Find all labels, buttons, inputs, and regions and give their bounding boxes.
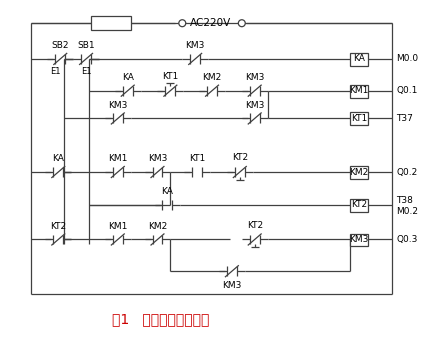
Text: 图1   继电器控制电路图: 图1 继电器控制电路图 bbox=[112, 312, 209, 326]
Text: KM3: KM3 bbox=[222, 281, 242, 290]
Text: SB1: SB1 bbox=[77, 41, 95, 50]
Circle shape bbox=[238, 20, 245, 27]
Text: M0.2: M0.2 bbox=[397, 207, 418, 216]
Text: KM2: KM2 bbox=[349, 168, 368, 177]
Text: Q0.1: Q0.1 bbox=[397, 86, 418, 95]
Text: KM1: KM1 bbox=[349, 86, 368, 95]
Text: KT2: KT2 bbox=[247, 221, 263, 230]
Text: KT2: KT2 bbox=[232, 153, 248, 162]
Bar bbox=[350, 199, 368, 212]
Text: KM3: KM3 bbox=[349, 235, 368, 244]
Text: KM3: KM3 bbox=[148, 154, 167, 163]
Text: KM1: KM1 bbox=[108, 221, 128, 230]
Text: KM3: KM3 bbox=[245, 73, 264, 82]
Text: Q0.2: Q0.2 bbox=[397, 168, 418, 177]
Text: KM3: KM3 bbox=[108, 101, 128, 110]
Text: KT1: KT1 bbox=[351, 114, 367, 123]
Text: KT2: KT2 bbox=[50, 221, 66, 230]
Text: T38: T38 bbox=[397, 196, 414, 205]
Text: Q0.3: Q0.3 bbox=[397, 235, 418, 244]
Text: KM2: KM2 bbox=[148, 221, 167, 230]
Text: M0.0: M0.0 bbox=[397, 54, 419, 64]
Text: KT1: KT1 bbox=[162, 72, 178, 81]
Text: KA: KA bbox=[53, 154, 64, 163]
Circle shape bbox=[179, 20, 186, 27]
Text: KA: KA bbox=[353, 54, 365, 64]
Bar bbox=[91, 16, 131, 30]
Text: KM1: KM1 bbox=[108, 154, 128, 163]
Text: KM3: KM3 bbox=[245, 101, 264, 110]
Text: SB2: SB2 bbox=[52, 41, 69, 50]
Text: E1: E1 bbox=[81, 67, 91, 76]
Text: KM2: KM2 bbox=[202, 73, 222, 82]
Text: KA: KA bbox=[161, 187, 173, 196]
Text: KA: KA bbox=[122, 73, 134, 82]
Text: AC220V: AC220V bbox=[189, 18, 231, 28]
Bar bbox=[350, 112, 368, 125]
Text: T37: T37 bbox=[397, 114, 414, 123]
Text: KT2: KT2 bbox=[351, 200, 367, 209]
Text: E1: E1 bbox=[50, 67, 61, 76]
Bar bbox=[350, 234, 368, 246]
Bar bbox=[350, 85, 368, 98]
Text: KT1: KT1 bbox=[189, 154, 205, 163]
Bar bbox=[350, 53, 368, 66]
Text: KM3: KM3 bbox=[185, 41, 205, 50]
Bar bbox=[350, 166, 368, 179]
